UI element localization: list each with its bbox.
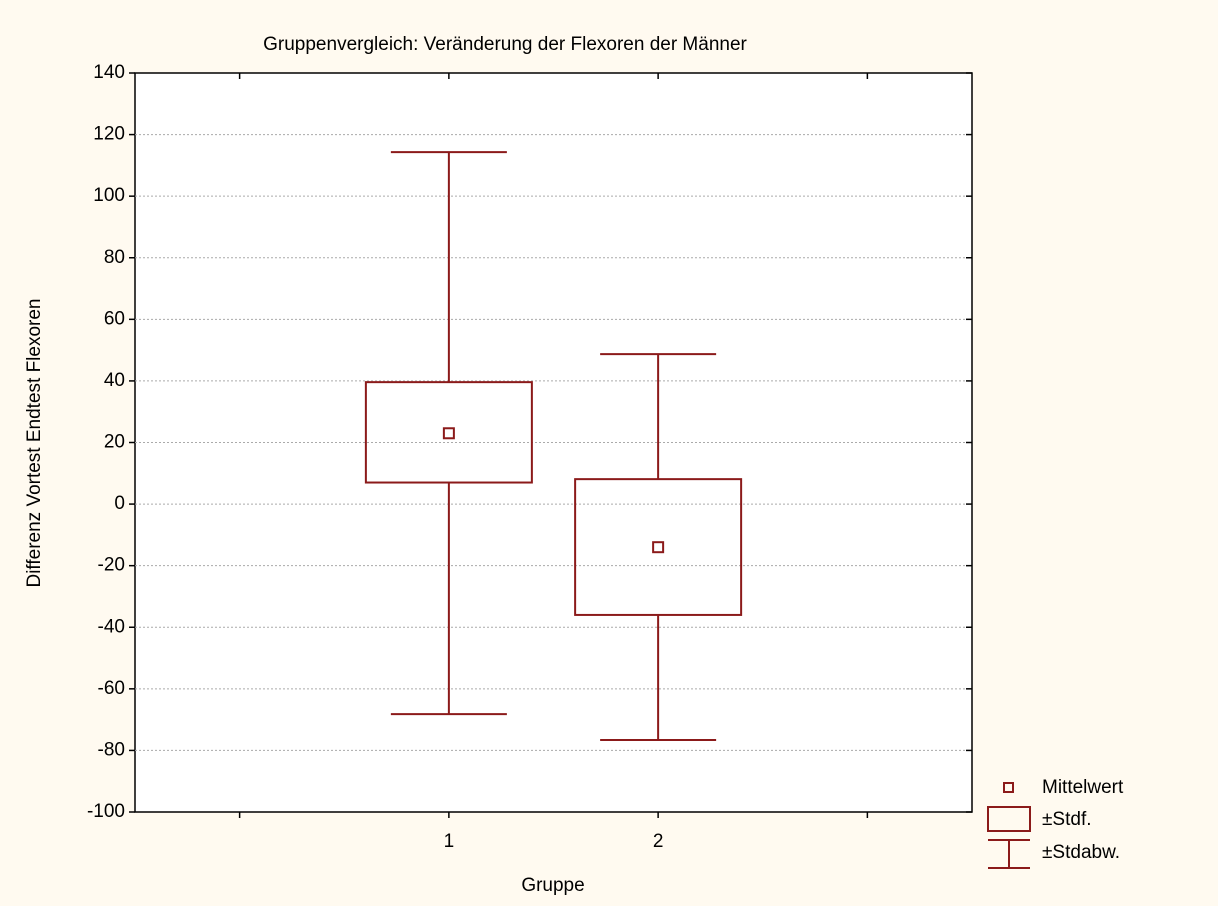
y-tick-label: -20 (98, 555, 125, 576)
mean-marker (652, 541, 665, 554)
y-tick-label: -60 (98, 678, 125, 699)
legend-label: ±Stdabw. (1042, 842, 1120, 863)
y-tick-label: 20 (104, 432, 125, 453)
legend-label: ±Stdf. (1042, 809, 1092, 830)
x-axis-label: Gruppe (521, 875, 584, 896)
y-axis-label: Differenz Vortest Endtest Flexoren (24, 298, 45, 587)
legend-label: Mittelwert (1042, 777, 1124, 798)
legend-box-icon (987, 806, 1031, 832)
y-tick-label: 0 (114, 493, 125, 514)
x-tick-label: 2 (653, 831, 664, 852)
y-tick-label: 40 (104, 370, 125, 391)
chart-title: Gruppenvergleich: Veränderung der Flexor… (263, 34, 747, 55)
y-tick-label: -100 (87, 801, 125, 822)
box (364, 381, 533, 484)
box (574, 478, 743, 616)
y-tick-label: 100 (93, 185, 125, 206)
y-tick-label: 120 (93, 124, 125, 145)
mean-marker (442, 427, 455, 440)
y-tick-label: 140 (93, 62, 125, 83)
y-tick-label: -40 (98, 616, 125, 637)
x-tick-label: 1 (444, 831, 455, 852)
y-tick-label: -80 (98, 739, 125, 760)
y-tick-label: 60 (104, 308, 125, 329)
legend-mean-icon (1003, 782, 1014, 793)
y-tick-label: 80 (104, 247, 125, 268)
